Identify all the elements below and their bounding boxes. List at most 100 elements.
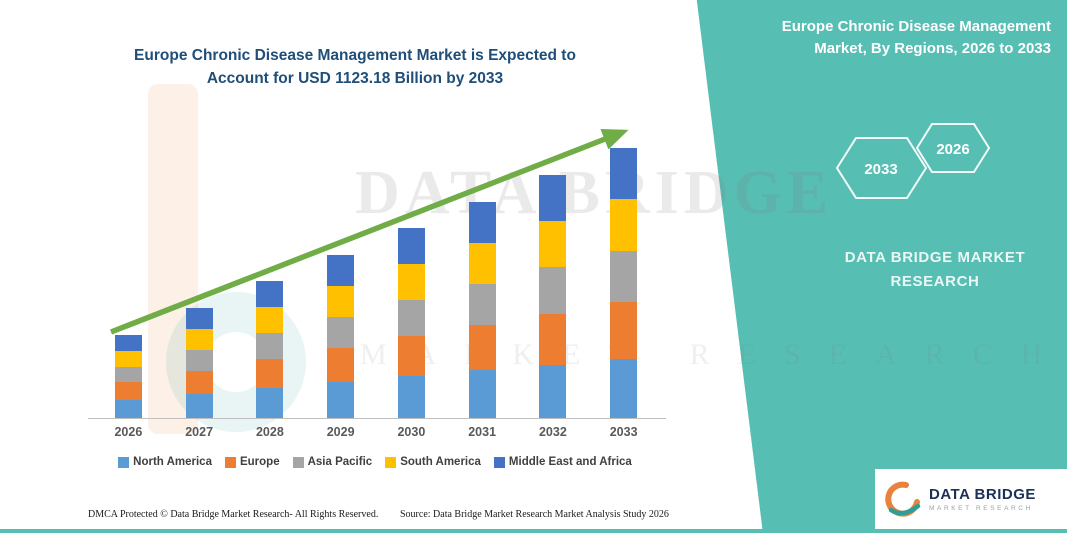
bar-segment — [327, 254, 355, 286]
legend-item: Middle East and Africa — [493, 456, 632, 468]
x-axis-label: 2027 — [185, 425, 214, 439]
year-hexagons: 2033 2026 — [835, 123, 991, 199]
bar-segment — [185, 307, 213, 329]
x-axis-label: 2030 — [397, 425, 426, 439]
bar-segment — [539, 364, 567, 418]
bar-segment — [397, 336, 425, 377]
bar-segment — [256, 359, 284, 388]
bar-segment — [539, 313, 567, 365]
legend-item: North America — [118, 456, 212, 468]
bar-segment — [610, 358, 638, 418]
source-note: Source: Data Bridge Market Research Mark… — [400, 509, 669, 520]
bar-segment — [397, 300, 425, 337]
bar-segment — [256, 333, 284, 360]
stacked-bar-chart — [93, 146, 659, 418]
bar-slot — [305, 254, 376, 418]
bar-segment — [256, 281, 284, 308]
legend-item: Asia Pacific — [292, 456, 373, 468]
bar-segment — [114, 399, 142, 418]
bar-segment — [610, 250, 638, 302]
legend-label: Europe — [239, 456, 280, 468]
bar-segment — [185, 349, 213, 371]
hexagon-2033 — [835, 137, 928, 199]
bar-segment — [397, 264, 425, 301]
bar-segment — [468, 201, 496, 243]
stacked-bar-2026 — [114, 334, 142, 418]
stacked-bar-2027 — [185, 307, 213, 418]
bar-segment — [114, 350, 142, 367]
legend-swatch — [292, 456, 304, 468]
legend-item: Europe — [224, 456, 280, 468]
x-axis-label: 2031 — [468, 425, 497, 439]
legend-label: North America — [133, 456, 212, 468]
x-axis-label: 2026 — [114, 425, 143, 439]
logo-subtext: MARKET RESEARCH — [929, 505, 1033, 512]
bar-segment — [185, 393, 213, 418]
panel-brand-line2: RESEARCH — [890, 273, 980, 290]
bar-segment — [468, 325, 496, 371]
x-axis-label: 2029 — [326, 425, 355, 439]
legend-label: Middle East and Africa — [508, 456, 632, 468]
stacked-bar-2030 — [397, 228, 425, 418]
bar-segment — [327, 347, 355, 382]
bar-segment — [114, 334, 142, 351]
bar-segment — [397, 376, 425, 418]
bar-slot — [235, 281, 306, 418]
bar-slot — [376, 228, 447, 418]
bar-segment — [327, 285, 355, 317]
data-bridge-logo-icon — [885, 481, 921, 517]
bar-segment — [256, 307, 284, 334]
bar-segment — [610, 148, 638, 200]
logo-box: DATA BRIDGE MARKET RESEARCH — [875, 469, 1067, 529]
trend-arrow-icon — [109, 129, 629, 335]
bar-segment — [114, 366, 142, 383]
stacked-bar-2029 — [327, 254, 355, 418]
bar-slot — [588, 148, 659, 418]
bar-segment — [468, 242, 496, 284]
hexagon-2033-label: 2033 — [864, 161, 897, 178]
bar-slot — [518, 175, 589, 418]
x-axis-line — [88, 418, 666, 419]
legend-label: Asia Pacific — [307, 456, 373, 468]
bar-segment — [327, 381, 355, 418]
bar-segment — [185, 370, 213, 394]
bar-segment — [185, 328, 213, 350]
stacked-bar-2028 — [256, 281, 284, 418]
legend-swatch — [385, 456, 397, 468]
legend-swatch — [224, 456, 236, 468]
bar-segment — [397, 228, 425, 265]
legend-label: South America — [400, 456, 481, 468]
stacked-bar-2032 — [539, 175, 567, 418]
legend-swatch — [493, 456, 505, 468]
bar-segment — [539, 221, 567, 268]
hexagon-2026-label: 2026 — [936, 141, 969, 158]
bar-segment — [114, 382, 142, 400]
dmca-notice: DMCA Protected © Data Bridge Market Rese… — [88, 509, 379, 520]
legend-item: South America — [385, 456, 481, 468]
panel-brand-line1: DATA BRIDGE MARKET — [844, 249, 1026, 266]
bar-segment — [539, 267, 567, 314]
bar-segment — [327, 316, 355, 348]
x-axis-label: 2033 — [609, 425, 638, 439]
chart-title: Europe Chronic Disease Management Market… — [70, 44, 640, 91]
logo-name: DATA BRIDGE — [929, 486, 1036, 503]
stacked-bar-2031 — [468, 201, 496, 418]
bar-slot — [164, 307, 235, 418]
bar-segment — [610, 301, 638, 359]
bar-segment — [468, 283, 496, 326]
x-axis-label: 2028 — [255, 425, 284, 439]
legend-swatch — [118, 456, 130, 468]
stacked-bar-2033 — [610, 148, 638, 418]
panel-heading: Europe Chronic Disease Management Market… — [781, 18, 1051, 57]
bar-segment — [610, 199, 638, 251]
bar-segment — [468, 370, 496, 418]
chart-legend: North America Europe Asia Pacific South Ame… — [55, 456, 695, 468]
x-axis-label: 2032 — [538, 425, 567, 439]
x-axis-labels: 2026 2027 2028 2029 2030 2031 2032 2033 — [93, 425, 659, 439]
chart-title-line2: Account for USD 1123.18 Billion by 2033 — [206, 70, 504, 88]
chart-title-line1: Europe Chronic Disease Management Market… — [134, 47, 576, 64]
bar-slot — [447, 201, 518, 418]
watermark-text: DATA BRIDGE — [355, 159, 834, 227]
